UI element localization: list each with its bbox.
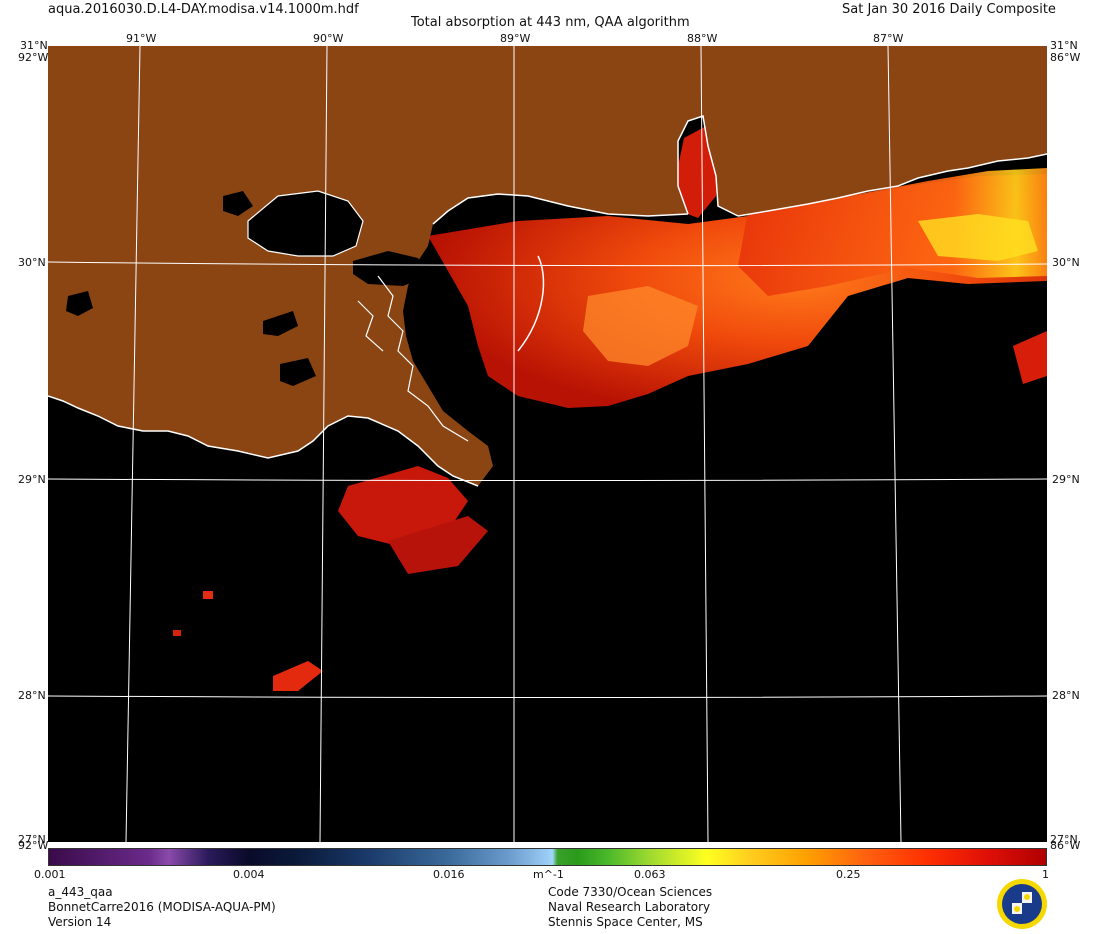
corner-bottom-right-lon: 86°W [1050,839,1081,852]
dataset-name: BonnetCarre2016 (MODISA-AQUA-PM) [48,900,276,914]
corner-top-right-lat: 31°N [1050,39,1078,52]
absorption-map [48,46,1047,842]
patch-east-edge [1013,331,1047,384]
gridline-lon-87 [887,46,902,842]
colorbar [48,848,1047,866]
patch-tiny-1 [203,591,213,599]
patch-far-south [273,661,323,691]
lon-label-88w-top: 88°W [687,32,718,45]
absorption-plume-bright [918,214,1038,261]
colorbar-tick-025: 0.25 [836,868,861,881]
org-lab: Naval Research Laboratory [548,900,711,914]
map-title: Total absorption at 443 nm, QAA algorith… [411,15,690,30]
corner-top-left-lat: 31°N [20,39,48,52]
lat-label-29n-left: 29°N [18,473,46,486]
lake-borgne [353,251,428,286]
corner-top-left-lon: 92°W [18,51,49,64]
lat-label-29n-right: 29°N [1052,473,1080,486]
lake-west [66,291,93,316]
file-name: aqua.2016030.D.L4-DAY.modisa.v14.1000m.h… [48,2,359,17]
lat-label-30n-left: 30°N [18,256,46,269]
org-location: Stennis Space Center, MS [548,915,703,929]
lat-label-28n-left: 28°N [18,689,46,702]
chandeleur-islands [517,255,545,352]
corner-top-right-lon: 86°W [1050,51,1081,64]
colorbar-tick-0004: 0.004 [233,868,265,881]
graticule [48,46,1047,842]
patch-tiny-2 [173,630,181,636]
lon-label-87w-top: 87°W [873,32,904,45]
corner-bottom-right-lat: 27°N [1050,833,1078,846]
lake-small-1 [263,311,298,336]
colorbar-tick-0063: 0.063 [634,868,666,881]
gridline-lon-91 [125,46,141,842]
corner-bottom-left-lon: 92°W [18,839,49,852]
delta-marsh-edges [357,275,469,442]
coastline [48,115,1047,487]
lake-maurepas [223,191,253,216]
product-name: a_443_qaa [48,885,113,899]
lake-small-2 [280,358,316,386]
gridline-lat-28 [48,695,1047,698]
map-canvas [48,46,1047,842]
lat-label-30n-right: 30°N [1052,256,1080,269]
colorbar-tick-0001: 0.001 [34,868,66,881]
version-label: Version 14 [48,915,112,929]
patch-south-delta-2 [388,516,488,574]
gridline-lon-88 [700,46,709,842]
patch-south-delta [338,466,468,546]
org-code: Code 7330/Ocean Sciences [548,885,713,899]
lake-shore [247,190,364,257]
colorbar-tick-0016: 0.016 [433,868,465,881]
lon-label-90w-top: 90°W [313,32,344,45]
gridline-lat-30 [48,261,1047,267]
lake-pontchartrain [248,191,363,256]
gridline-lon-90 [319,46,328,842]
colorbar-unit: m^-1 [533,868,564,881]
composite-date: Sat Jan 30 2016 Daily Composite [842,2,1056,17]
lon-label-91w-top: 91°W [126,32,157,45]
gridline-lat-29 [48,478,1047,481]
nrl-logo-icon [996,878,1048,930]
colorbar-tick-1: 1 [1042,868,1049,881]
absorption-plume-east [738,168,1047,296]
absorption-plume-delta-core [583,286,698,366]
lat-label-28n-right: 28°N [1052,689,1080,702]
lon-label-89w-top: 89°W [500,32,531,45]
corner-bottom-left-lat: 27°N [18,833,46,846]
